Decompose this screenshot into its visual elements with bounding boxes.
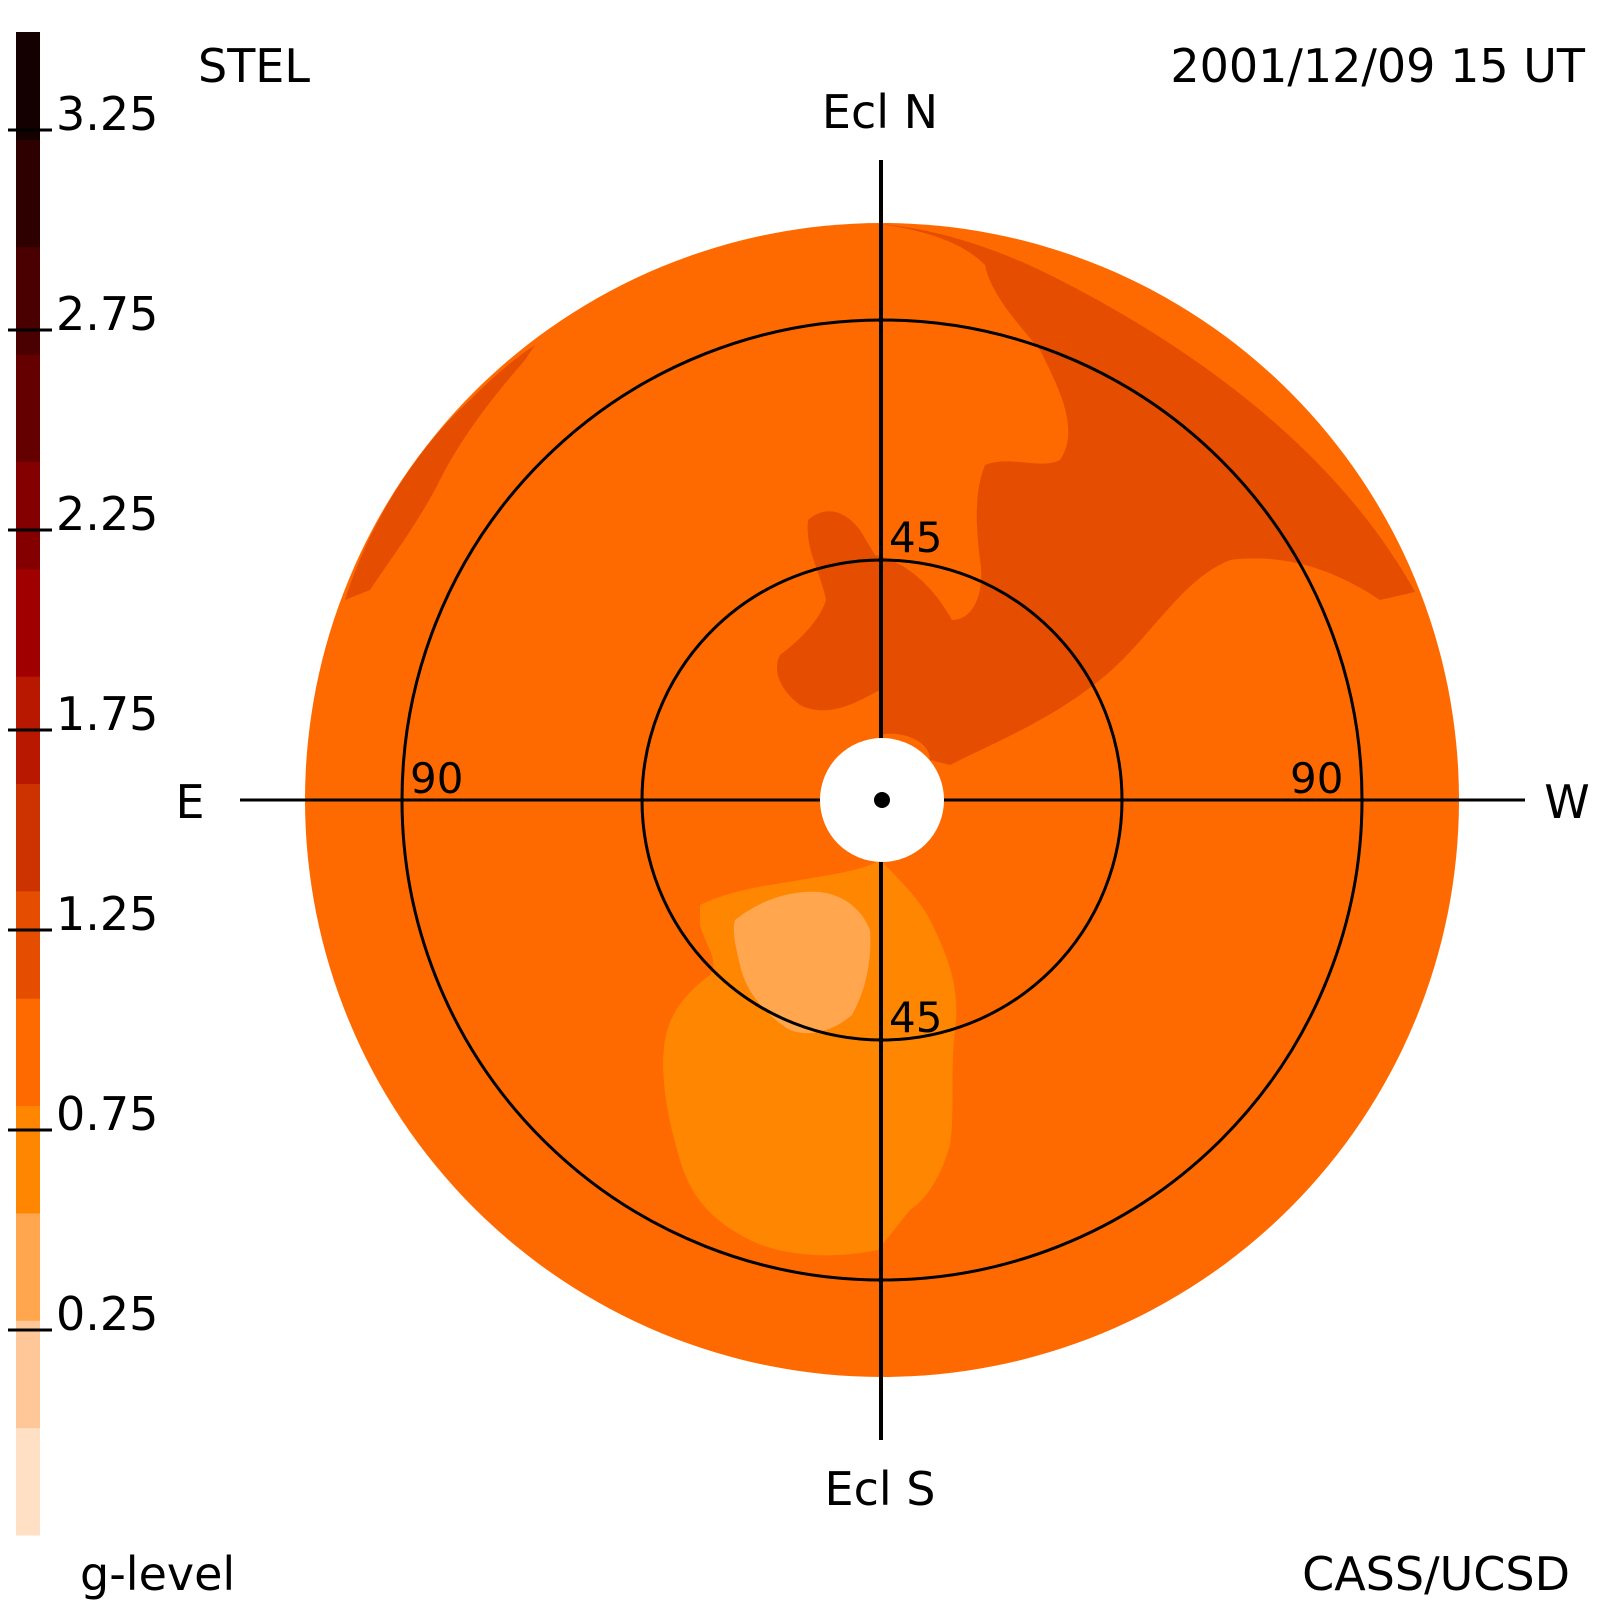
- very-sparse-region: [733, 891, 871, 1034]
- sun-center-dot: [874, 792, 890, 808]
- dense-rim-east: [345, 345, 535, 600]
- ring-label-outer-west: 90: [1290, 754, 1343, 803]
- colorbar-ticks: 3.25 2.75 2.25 1.75 1.25 0.75 0.25: [8, 87, 158, 1341]
- colorbar-band: [16, 139, 40, 248]
- colorbar-tick-label: 2.75: [56, 287, 158, 341]
- south-label: Ecl S: [825, 1462, 936, 1516]
- datetime-label: 2001/12/09 15 UT: [1170, 39, 1586, 93]
- colorbar-title: g-level: [80, 1547, 235, 1600]
- ring-label-outer-east: 90: [410, 754, 463, 803]
- colorbar-band: [16, 1320, 40, 1429]
- colorbar-band: [16, 998, 40, 1107]
- north-label: Ecl N: [822, 85, 938, 139]
- colorbar-band: [16, 568, 40, 677]
- colorbar-band: [16, 32, 40, 140]
- colorbar-band: [16, 246, 40, 355]
- colorbar-tick-label: 1.25: [56, 887, 158, 941]
- colorbar-tick-label: 2.25: [56, 487, 158, 541]
- colorbar-band: [16, 1212, 40, 1321]
- colorbar-tick-label: 1.75: [56, 687, 158, 741]
- instrument-label: STEL: [198, 39, 310, 93]
- ring-label-inner-north: 45: [889, 513, 942, 562]
- colorbar-tick-label: 3.25: [56, 87, 158, 141]
- ring-label-inner-south: 45: [889, 993, 942, 1042]
- credit-label: CASS/UCSD: [1302, 1547, 1570, 1600]
- colorbar-band: [16, 354, 40, 462]
- east-label: E: [175, 775, 204, 829]
- colorbar-tick-label: 0.25: [56, 1287, 158, 1341]
- colorbar-band: [16, 461, 40, 570]
- colorbar-band: [16, 783, 40, 892]
- colorbar-tick-label: 0.75: [56, 1087, 158, 1141]
- colorbar-band: [16, 1105, 40, 1214]
- colorbar-band: [16, 1427, 40, 1536]
- colorbar-band: [16, 890, 40, 999]
- sky-map: [240, 160, 1525, 1440]
- dense-region: [776, 224, 1415, 765]
- colorbar: [16, 32, 40, 1536]
- west-label: W: [1544, 775, 1589, 829]
